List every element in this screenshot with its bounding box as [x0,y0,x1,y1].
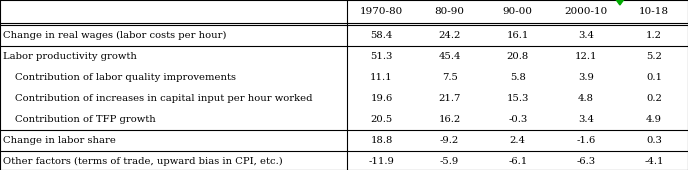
Text: 20.5: 20.5 [370,115,393,124]
Text: 24.2: 24.2 [438,31,461,40]
Text: 1970-80: 1970-80 [360,7,403,16]
Text: -1.6: -1.6 [577,136,595,145]
Text: 2.4: 2.4 [510,136,526,145]
Text: 11.1: 11.1 [370,73,393,82]
Text: Contribution of TFP growth: Contribution of TFP growth [15,115,156,124]
Text: Labor productivity growth: Labor productivity growth [3,52,138,61]
Text: 0.2: 0.2 [646,94,662,103]
Text: 3.4: 3.4 [578,31,594,40]
Text: 16.2: 16.2 [438,115,461,124]
Text: Contribution of increases in capital input per hour worked: Contribution of increases in capital inp… [15,94,312,103]
Text: Change in real wages (labor costs per hour): Change in real wages (labor costs per ho… [3,31,227,40]
Text: Change in labor share: Change in labor share [3,136,116,145]
Text: 21.7: 21.7 [438,94,461,103]
Polygon shape [614,0,625,5]
Text: 58.4: 58.4 [370,31,393,40]
Text: -6.3: -6.3 [577,157,595,166]
Text: -4.1: -4.1 [644,157,664,166]
Text: 51.3: 51.3 [370,52,393,61]
Text: -6.1: -6.1 [508,157,527,166]
Text: 19.6: 19.6 [370,94,393,103]
Text: 90-00: 90-00 [503,7,533,16]
Text: 7.5: 7.5 [442,73,458,82]
Text: -9.2: -9.2 [440,136,459,145]
Text: 16.1: 16.1 [506,31,529,40]
Text: -0.3: -0.3 [508,115,527,124]
Text: 10-18: 10-18 [639,7,669,16]
Text: -5.9: -5.9 [440,157,459,166]
Text: 3.4: 3.4 [578,115,594,124]
Text: 15.3: 15.3 [506,94,529,103]
Text: Contribution of labor quality improvements: Contribution of labor quality improvemen… [15,73,236,82]
Text: 4.9: 4.9 [646,115,662,124]
Text: Other factors (terms of trade, upward bias in CPI, etc.): Other factors (terms of trade, upward bi… [3,157,283,166]
Text: 0.3: 0.3 [646,136,662,145]
Text: 18.8: 18.8 [370,136,393,145]
Text: 1.2: 1.2 [646,31,662,40]
Text: 3.9: 3.9 [578,73,594,82]
Text: 5.8: 5.8 [510,73,526,82]
Text: 4.8: 4.8 [578,94,594,103]
Text: 80-90: 80-90 [435,7,464,16]
Text: 5.2: 5.2 [646,52,662,61]
Text: 45.4: 45.4 [438,52,461,61]
Text: 2000-10: 2000-10 [564,7,608,16]
Text: -11.9: -11.9 [369,157,394,166]
Text: 20.8: 20.8 [506,52,529,61]
Text: 12.1: 12.1 [574,52,597,61]
Text: 0.1: 0.1 [646,73,662,82]
